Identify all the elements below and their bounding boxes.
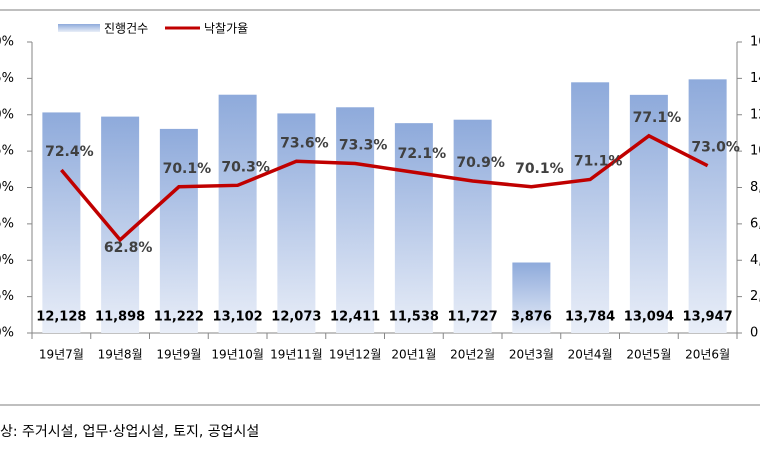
x-tick-label: 20년4월 — [568, 348, 613, 362]
x-tick-label: 20년6월 — [685, 348, 730, 362]
bar-value-label: 13,094 — [624, 310, 674, 325]
line-value-label: 72.4% — [45, 144, 94, 160]
y-tick-label: 75% — [0, 144, 14, 159]
y2-tick-label: 16,000 — [750, 35, 760, 50]
bar — [42, 112, 81, 333]
x-tick-label: 19년12월 — [329, 348, 382, 362]
line-value-label: 62.8% — [104, 240, 153, 256]
x-tick-label: 20년5월 — [626, 348, 671, 362]
bar-value-label: 3,876 — [511, 310, 552, 325]
y-tick-label: 55% — [0, 289, 14, 304]
chart-frame — [0, 9, 760, 406]
y2-tick-label: 0 — [750, 326, 758, 341]
x-tick-label: 20년2월 — [450, 348, 495, 362]
bar — [159, 128, 198, 333]
x-tick-label: 19년8월 — [98, 348, 143, 362]
bar — [512, 262, 551, 333]
line-value-label: 73.0% — [691, 140, 740, 156]
line-value-label: 72.1% — [398, 146, 447, 162]
bar — [277, 113, 316, 334]
bar-value-label: 13,102 — [213, 310, 263, 325]
bar-value-label: 11,222 — [154, 310, 204, 325]
bar — [336, 107, 375, 334]
bar — [629, 94, 668, 333]
line-value-label: 77.1% — [633, 110, 682, 126]
y-tick-label: 60% — [0, 253, 14, 268]
y-tick-label: 90% — [0, 35, 14, 50]
x-tick-label: 19년7월 — [39, 348, 84, 362]
bar-value-label: 11,538 — [389, 310, 439, 325]
line-value-label: 71.1% — [574, 153, 623, 169]
bar-value-label: 13,947 — [683, 310, 733, 325]
y-tick-label: 70% — [0, 180, 14, 195]
y-tick-label: 50% — [0, 326, 14, 341]
line-value-label: 73.3% — [339, 137, 388, 153]
y-tick-label: 85% — [0, 71, 14, 86]
bar — [453, 119, 492, 334]
legend-swatch — [58, 24, 100, 32]
line-value-label: 73.6% — [280, 135, 329, 151]
legend-label: 진행건수 — [104, 21, 148, 36]
x-tick-label: 19년10월 — [211, 348, 264, 362]
bar — [218, 94, 257, 334]
x-tick-label: 19년11월 — [270, 348, 323, 362]
line-value-label: 70.3% — [221, 159, 270, 175]
line — [60, 133, 709, 243]
bar-value-label: 12,073 — [271, 310, 321, 325]
y2-tick-label: 6,000 — [750, 216, 760, 231]
y2-tick-label: 10,000 — [750, 144, 760, 159]
x-tick-label: 19년9월 — [156, 348, 201, 362]
y2-tick-label: 4,000 — [750, 253, 760, 268]
bar-value-label: 12,411 — [330, 310, 380, 325]
y-tick-label: 80% — [0, 107, 14, 122]
y2-tick-label: 12,000 — [750, 107, 760, 122]
y-tick-label: 65% — [0, 216, 14, 231]
bar-value-label: 13,784 — [565, 310, 615, 325]
footnote: 상: 주거시설, 업무·상업시설, 토지, 공업시설 — [0, 424, 259, 440]
x-tick-label: 20년1월 — [391, 348, 436, 362]
line-value-label: 70.9% — [456, 155, 505, 171]
bar — [571, 82, 610, 333]
y2-tick-label: 2,000 — [750, 289, 760, 304]
legend-label: 낙찰가율 — [204, 22, 248, 36]
line-value-label: 70.1% — [163, 161, 212, 177]
x-tick-label: 20년3월 — [509, 348, 554, 362]
y2-tick-label: 8,000 — [750, 180, 760, 195]
bar-value-label: 12,128 — [36, 310, 86, 325]
y2-tick-label: 14,000 — [750, 71, 760, 86]
bar — [394, 123, 433, 334]
line-value-label: 70.1% — [515, 161, 564, 177]
bar-value-label: 11,898 — [95, 310, 145, 325]
bar — [688, 79, 727, 334]
bar-value-label: 11,727 — [448, 310, 498, 325]
